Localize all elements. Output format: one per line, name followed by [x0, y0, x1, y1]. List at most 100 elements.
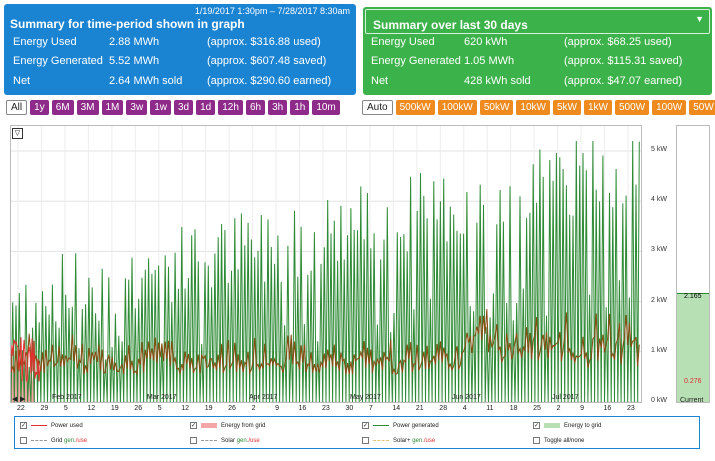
- legend-power-used[interactable]: ✓ Power used: [20, 422, 83, 430]
- dashed-swatch-icon: [201, 440, 217, 441]
- scroll-right-icon[interactable]: ▶: [20, 396, 26, 403]
- legend-energy-to-grid[interactable]: ✓ Energy to grid: [533, 422, 602, 430]
- day-label: 28: [439, 405, 448, 412]
- checkbox-icon[interactable]: [20, 437, 27, 444]
- day-label: 12: [181, 405, 190, 412]
- current-generated-value: 2.165: [684, 292, 702, 300]
- y-tick-label: 2 kW: [651, 296, 667, 304]
- scale-button-5kw[interactable]: 5kW: [552, 100, 581, 115]
- range-button-1y[interactable]: 1y: [30, 100, 49, 115]
- day-label: 21: [415, 405, 424, 412]
- range-button-3w[interactable]: 3w: [126, 100, 148, 115]
- scale-buttons: Auto 500kW 100kW 50kW 10kW 5kW 1kW 500W 100W 50W: [362, 100, 715, 115]
- line-swatch-icon: [31, 425, 47, 426]
- day-label: 26: [134, 405, 143, 412]
- month-label: Feb 2017: [52, 394, 82, 401]
- range-button-all[interactable]: All: [6, 100, 28, 115]
- scale-button-100w[interactable]: 100W: [652, 100, 687, 115]
- scale-button-500w[interactable]: 500W: [614, 100, 650, 115]
- current-label: Current: [680, 397, 704, 404]
- power-generated-line: [10, 140, 640, 403]
- current-used-value: 0.276: [684, 378, 702, 386]
- day-label: 9: [580, 405, 584, 412]
- power-chart-svg: [10, 126, 641, 403]
- day-label: 19: [204, 405, 213, 412]
- scale-button-500kw[interactable]: 500kW: [395, 100, 435, 115]
- range-button-1m[interactable]: 1M: [101, 100, 124, 115]
- day-label: 12: [87, 405, 96, 412]
- range-button-12h[interactable]: 12h: [218, 100, 243, 115]
- scale-button-1kw[interactable]: 1kW: [583, 100, 612, 115]
- summary-30-title: Summary over last 30 days: [373, 18, 528, 32]
- month-label: Jul 2017: [552, 394, 579, 401]
- day-label: 5: [63, 405, 68, 412]
- day-label: 16: [603, 405, 612, 412]
- checkbox-checked-icon[interactable]: ✓: [362, 422, 369, 429]
- checkbox-checked-icon[interactable]: ✓: [20, 422, 27, 429]
- energy-generated-30-cost: (approx. $115.31 saved): [564, 55, 683, 67]
- month-label: Jun 2017: [452, 394, 481, 401]
- legend: ✓ Power used ✓ Energy from grid ✓ Power gen…: [14, 416, 700, 449]
- range-button-1d[interactable]: 1d: [196, 100, 216, 115]
- summary-range-title: Summary for time-period shown in graph: [10, 17, 245, 31]
- energy-used-30-value: 620 kWh: [464, 36, 508, 48]
- energy-used-label: Energy Used: [13, 36, 77, 48]
- energy-generated-label: Energy Generated: [13, 55, 103, 67]
- day-label: 29: [40, 405, 49, 412]
- current-generated-fill: [677, 292, 709, 402]
- month-label: Mar 2017: [147, 394, 177, 401]
- legend-grid[interactable]: Grid gen./use: [20, 437, 87, 444]
- checkbox-icon[interactable]: [533, 437, 540, 444]
- legend-power-generated[interactable]: ✓ Power generated: [362, 422, 439, 430]
- range-button-6h[interactable]: 6h: [245, 100, 266, 115]
- day-label: 23: [627, 405, 635, 412]
- energy-used-cost: (approx. $316.88 used): [207, 36, 321, 48]
- range-button-3d[interactable]: 3d: [174, 100, 194, 115]
- summary-range-panel: 1/19/2017 1:30pm – 7/28/2017 8:30am Summ…: [4, 4, 356, 95]
- range-button-3h[interactable]: 3h: [268, 100, 288, 115]
- legend-solar-plus[interactable]: Solar+ gen./use: [362, 437, 435, 444]
- scale-button-50kw[interactable]: 50kW: [479, 100, 514, 115]
- day-label: 14: [392, 405, 401, 412]
- day-label: 5: [157, 405, 162, 412]
- energy-generated-30-label: Energy Generated: [371, 55, 461, 67]
- net-30-cost: (approx. $47.07 earned): [564, 75, 683, 87]
- chevron-down-icon: ▼: [695, 14, 704, 24]
- scale-button-auto[interactable]: Auto: [362, 100, 393, 115]
- legend-energy-from-grid[interactable]: ✓ Energy from grid: [190, 422, 266, 430]
- energy-generated-value: 5.52 MWh: [109, 55, 160, 67]
- toggle-series-icon[interactable]: ▽: [12, 128, 23, 139]
- day-label: 4: [462, 405, 467, 412]
- range-button-1h[interactable]: 1h: [290, 100, 310, 115]
- range-button-1w[interactable]: 1w: [150, 100, 171, 115]
- checkbox-icon[interactable]: [190, 437, 197, 444]
- scale-button-50w[interactable]: 50W: [689, 100, 715, 115]
- y-tick-label: 4 kW: [651, 196, 667, 204]
- day-label: 18: [509, 405, 518, 412]
- net-cost: (approx. $290.60 earned): [207, 75, 332, 87]
- summary-30-dropdown[interactable]: Summary over last 30 days ▼: [365, 9, 710, 34]
- energy-used-30-cost: (approx. $68.25 used): [564, 36, 672, 48]
- area-swatch-icon: [544, 423, 560, 428]
- power-chart[interactable]: [10, 125, 642, 403]
- range-button-3m[interactable]: 3M: [76, 100, 99, 115]
- month-label: May 2017: [350, 394, 381, 401]
- energy-generated-cost: (approx. $607.48 saved): [207, 55, 327, 67]
- day-label: 7: [368, 405, 373, 412]
- energy-used-30-label: Energy Used: [371, 36, 435, 48]
- day-label: 19: [110, 405, 119, 412]
- checkbox-icon[interactable]: [362, 437, 369, 444]
- scroll-left-icon[interactable]: ◀: [12, 396, 18, 403]
- day-label: 16: [298, 405, 307, 412]
- checkbox-checked-icon[interactable]: ✓: [190, 422, 197, 429]
- scale-button-10kw[interactable]: 10kW: [516, 100, 550, 115]
- legend-toggle-all[interactable]: Toggle all/none: [533, 437, 584, 444]
- y-tick-label: 0 kW: [651, 397, 667, 404]
- range-button-6m[interactable]: 6M: [51, 100, 74, 115]
- checkbox-checked-icon[interactable]: ✓: [533, 422, 540, 429]
- current-power-panel: 2.165 0.276: [676, 125, 710, 403]
- legend-solar[interactable]: Solar gen./use: [190, 437, 260, 444]
- scale-button-100kw[interactable]: 100kW: [437, 100, 477, 115]
- range-button-10m[interactable]: 10m: [312, 100, 340, 115]
